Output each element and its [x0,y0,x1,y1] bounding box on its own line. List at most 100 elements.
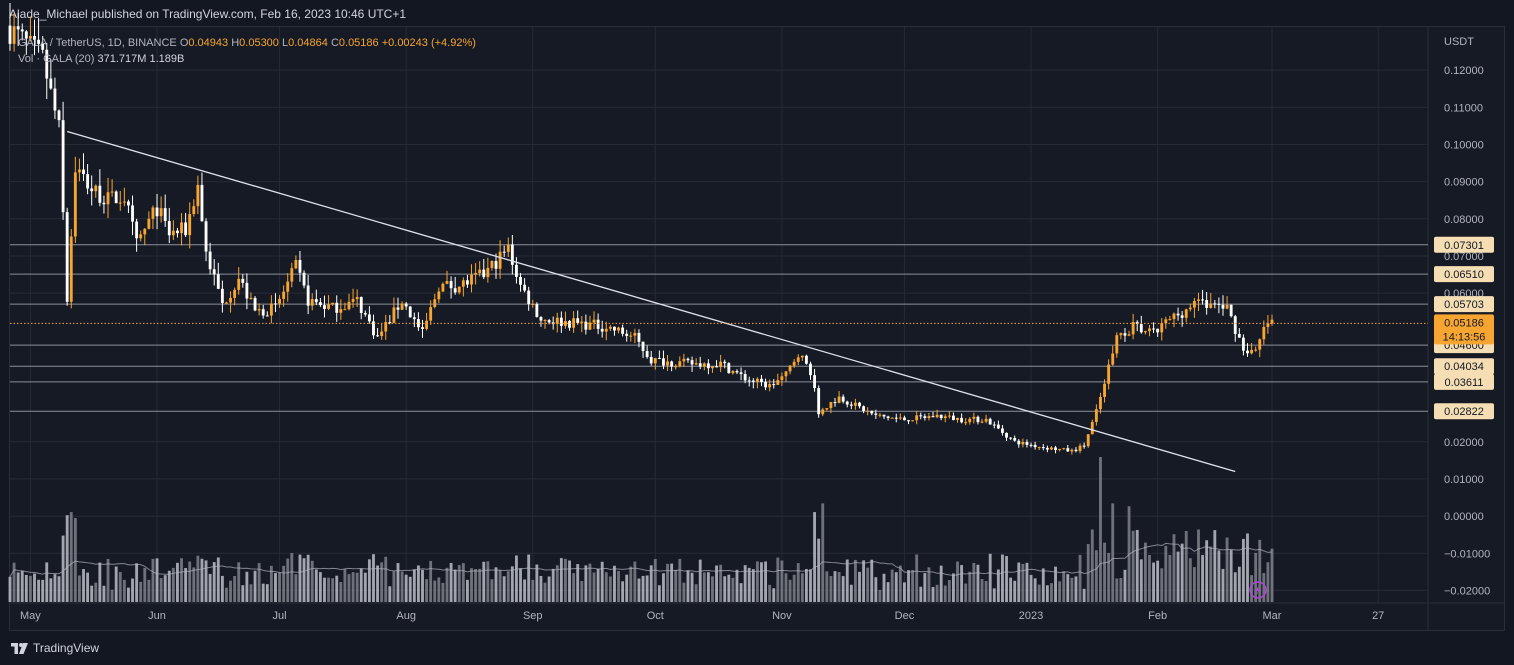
volume-bar [890,569,894,602]
time-tick-label: Nov [772,610,792,622]
volume-bar [1188,558,1192,602]
candle-body [1250,349,1254,354]
candle-body [1148,328,1151,332]
trendline[interactable] [66,130,1236,473]
candle-body [323,305,326,309]
level-price-tag [1434,266,1494,283]
volume-bar [392,571,396,602]
volume-bar [1237,566,1241,602]
chart-frame[interactable] [9,26,1505,631]
footer-bar [0,632,1514,665]
price-tick-label: 0.01000 [1444,474,1484,486]
volume-bar [719,564,723,602]
candle-body [702,363,706,367]
price-tick-label: 0.11000 [1444,102,1483,114]
volume-bar [743,565,747,602]
candle-body [261,309,265,316]
time-tick-label: Sep [523,610,543,622]
volume-bar [45,562,49,602]
candle-body [731,371,735,374]
candle-body [184,222,188,236]
volume-bar [404,574,408,602]
candle-body [1009,437,1013,439]
volume-bar [547,576,551,602]
candle-body [98,185,102,203]
candle-body [633,332,637,336]
volume-bar [1135,529,1139,602]
candle-body [1152,328,1155,330]
volume-bar [155,558,159,602]
candle-body [461,280,465,287]
volume-bar [878,589,882,602]
candle-body [874,413,878,415]
symbol-label[interactable]: GALA / TetherUS, 1D, BINANCE [18,37,177,49]
volume-bar [702,572,706,602]
volume-bar [1013,580,1017,602]
volume-bar [184,568,188,602]
candle-body [16,26,20,30]
candle-body [621,327,625,334]
volume-bar [53,574,57,602]
lightning-icon[interactable] [1249,581,1267,599]
volume-bar [20,571,24,602]
volume-bar [57,576,61,602]
volume-bar [237,562,241,602]
volume-bar [1221,568,1225,602]
volume-label[interactable]: Vol · GALA (20) [18,53,95,65]
volume-bar [1209,546,1213,602]
volume-bar [988,553,992,602]
volume-bar [1180,543,1184,602]
candle-body [37,39,41,44]
tradingview-brand[interactable]: TradingView [11,641,99,655]
volume-bar [690,572,694,602]
candle-body [253,297,257,311]
volume-bar [1172,534,1176,602]
volume-bar [657,585,661,602]
volume-bar [1139,559,1143,602]
volume-bar [478,568,482,602]
candle-body [1213,303,1217,305]
candle-body [898,417,902,419]
candle-body [649,356,653,364]
volume-bar [1148,555,1151,602]
candle-body [1103,383,1106,397]
volume-bar [539,575,543,602]
volume-bar [849,584,853,602]
volume-bar [376,565,380,602]
candle-body [216,274,220,289]
volume-bar [1099,457,1102,602]
candle-body [1111,353,1115,365]
candle-body [907,420,910,422]
price-axis[interactable]: USDT 0.12000 0.11000 0.10000 0.09000 0.08000… [1444,36,1490,597]
candle-body [408,306,412,318]
candle-body [539,317,543,321]
volume-bar [715,565,718,602]
volume-bar [686,570,690,602]
volume-bar [367,559,371,602]
volume-bar [147,579,151,602]
volume-bar [253,570,257,602]
volume-bar [1229,550,1233,602]
candle-body [543,320,547,322]
candle-body [629,335,633,337]
volume-bar [735,569,739,602]
candle-body [1164,319,1168,324]
candle-body [90,188,94,192]
volume-bar [1078,554,1082,602]
volume-bar [935,584,939,602]
candle-body [886,416,890,419]
candle-body [911,420,915,422]
price-chart[interactable]: USDT 0.12000 0.11000 0.10000 0.09000 0.08000… [0,0,1514,632]
volume-bar [947,580,951,602]
candle-body [127,201,130,206]
price-tags: 0.073010.065100.057030.046000.040340.036… [1434,236,1494,420]
volume-bar [592,572,596,602]
volume-bar [482,561,486,602]
candle-body [1221,304,1225,309]
published-caption: Alade_Michael published on TradingView.c… [9,7,407,21]
candle-body [686,358,690,361]
volume-bar [1270,548,1274,602]
candle-body [760,378,763,382]
candle-body [919,415,923,417]
time-axis[interactable]: May Jun Jul Aug Sep Oct Nov Dec 2023 Feb Mar 27 [20,610,1384,622]
